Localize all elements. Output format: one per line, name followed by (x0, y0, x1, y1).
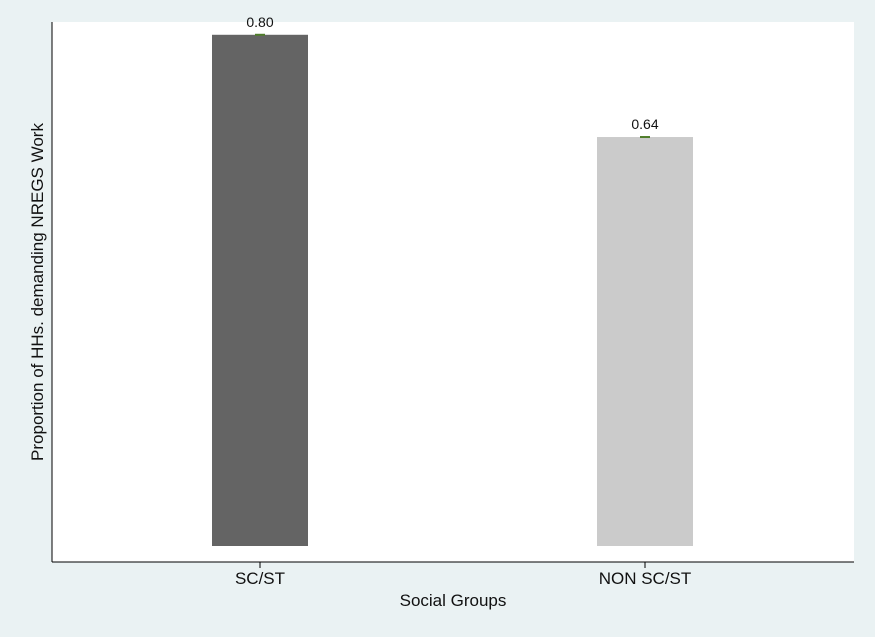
bars-group: 0.80 SC/ST 0.64 NON SC/ST (212, 14, 693, 588)
y-axis-title: Proportion of HHs. demanding NREGS Work (28, 123, 47, 461)
x-tick-label-1: NON SC/ST (599, 569, 692, 588)
x-tick-label-0: SC/ST (235, 569, 285, 588)
bar-0 (212, 34, 308, 546)
x-axis-title: Social Groups (400, 591, 507, 610)
bar-value-label-0: 0.80 (246, 14, 273, 30)
bar-1 (597, 137, 693, 546)
plot-area (52, 22, 854, 562)
bar-value-label-1: 0.64 (631, 116, 658, 132)
